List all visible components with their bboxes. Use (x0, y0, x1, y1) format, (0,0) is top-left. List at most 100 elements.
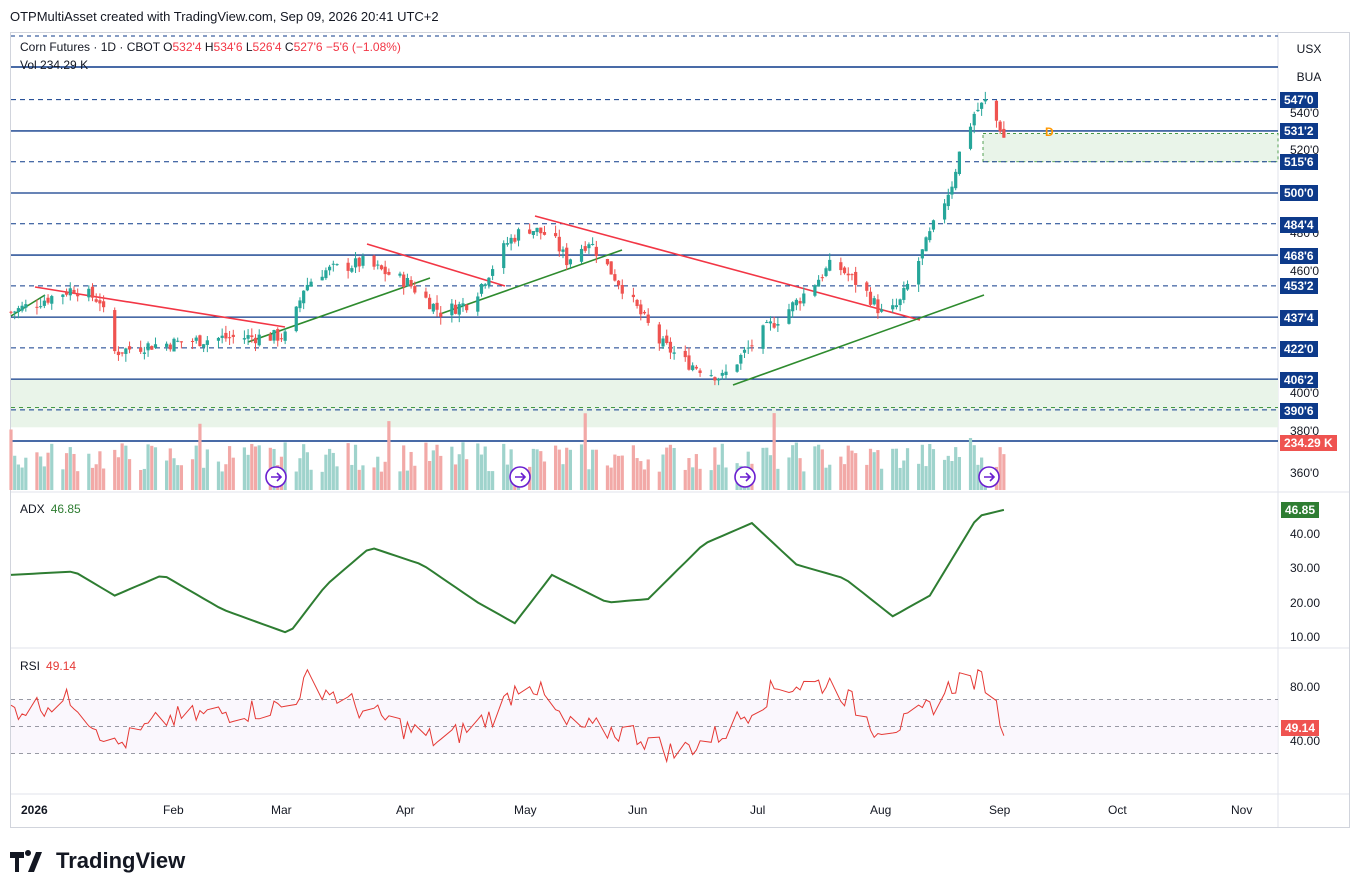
candle-body (691, 365, 695, 371)
candle-body (453, 304, 458, 314)
volume-bar (309, 469, 313, 490)
volume-legend[interactable]: Vol 234.29 K (20, 58, 88, 72)
volume-bar (491, 471, 495, 490)
candle-body (768, 321, 773, 324)
volume-bar (620, 455, 624, 490)
candle-body (231, 334, 235, 337)
price-tick-400: 400'0 (1290, 386, 1319, 400)
candle-body (457, 304, 461, 315)
volume-value: 234.29 K (40, 58, 89, 72)
candle-body (168, 344, 172, 350)
volume-bar (905, 448, 910, 490)
candle-body (153, 344, 158, 348)
volume-bar (164, 460, 169, 490)
volume-bar (13, 455, 17, 490)
volume-bar (561, 464, 565, 490)
volume-bar (957, 456, 961, 490)
candle-body (435, 302, 439, 310)
candle-body (553, 233, 558, 237)
volume-bar (846, 445, 850, 490)
volume-bar (968, 437, 973, 490)
candle-body (424, 291, 428, 298)
candle-body (250, 335, 254, 338)
candle-body (824, 268, 828, 276)
volume-bar (820, 449, 824, 490)
volume-bar (946, 455, 950, 490)
candle-body (253, 337, 258, 344)
candle-body (94, 299, 98, 302)
trendline-up (732, 294, 985, 386)
rsi-legend[interactable]: RSI 49.14 (20, 659, 76, 673)
volume-bar (605, 465, 610, 490)
symbol-legend[interactable]: Corn Futures · 1D · CBOT O532'4 H534'6 L… (20, 40, 401, 54)
candle-body (491, 269, 495, 276)
candle-body (542, 232, 547, 235)
volume-bar (372, 467, 376, 490)
volume-bar (76, 471, 80, 490)
dividend-marker[interactable]: D (1045, 125, 1054, 139)
time-label-2026: 2026 (21, 803, 48, 817)
candle-body (98, 300, 102, 304)
candle-body (594, 246, 598, 257)
candle-body (879, 309, 884, 312)
level-tag-484: 484'4 (1280, 217, 1318, 233)
volume-bar (20, 467, 24, 490)
tradingview-logo[interactable]: TradingView (10, 848, 185, 874)
candle-body (113, 310, 117, 352)
candle-body (357, 257, 361, 267)
candle-body (302, 290, 306, 304)
volume-bar (668, 444, 673, 490)
volume-bar (613, 454, 617, 490)
candle-body (146, 343, 150, 351)
candle-body (720, 372, 724, 376)
volume-bar (461, 442, 465, 490)
volume-bar (231, 457, 235, 490)
volume-bar (242, 447, 246, 490)
candle-body (605, 259, 610, 265)
rsi-tick-40: 40.00 (1290, 734, 1321, 748)
candle-body (817, 279, 821, 287)
volume-bar (791, 445, 795, 490)
currency-usx-button[interactable]: USX (1296, 42, 1322, 56)
level-tag-422: 422'0 (1280, 341, 1318, 357)
candle-body (531, 231, 535, 235)
volume-bar (879, 468, 884, 490)
volume-bar (361, 465, 365, 490)
volume-bar (716, 464, 721, 490)
candle-body (224, 332, 228, 339)
candle-body (776, 324, 780, 326)
volume-bar (413, 465, 417, 490)
level-tag-437: 437'4 (1280, 310, 1318, 326)
volume-bar (694, 454, 698, 490)
volume-bar (431, 450, 435, 490)
candle-body (298, 300, 302, 309)
candle-body (639, 304, 643, 315)
candle-body (76, 293, 80, 297)
volume-bar (202, 467, 206, 490)
volume-bar (565, 447, 569, 490)
volume-bar (61, 469, 65, 490)
volume-bar (824, 467, 828, 490)
volume-bar (324, 454, 328, 490)
symbol-name[interactable]: Corn Futures · 1D · CBOT (20, 40, 160, 54)
currency-bua-button[interactable]: BUA (1296, 70, 1322, 84)
volume-bar (16, 464, 21, 490)
volume-bar (661, 454, 665, 490)
candle-body (683, 350, 687, 358)
volume-bar (328, 448, 332, 490)
candle-body (828, 259, 832, 271)
candle-body (761, 325, 765, 349)
volume-bar (246, 454, 250, 490)
volume-bar (305, 452, 309, 490)
volume-bar (483, 446, 487, 490)
adx-legend[interactable]: ADX 46.85 (20, 502, 81, 516)
candle-body (535, 227, 539, 233)
volume-bar (720, 443, 724, 490)
volume-bar (346, 443, 350, 490)
volume-bar (283, 442, 287, 490)
candle-body (439, 312, 443, 317)
level-tag-500: 500'0 (1280, 185, 1318, 201)
candle-body (791, 302, 795, 312)
candle-body (998, 121, 1002, 132)
